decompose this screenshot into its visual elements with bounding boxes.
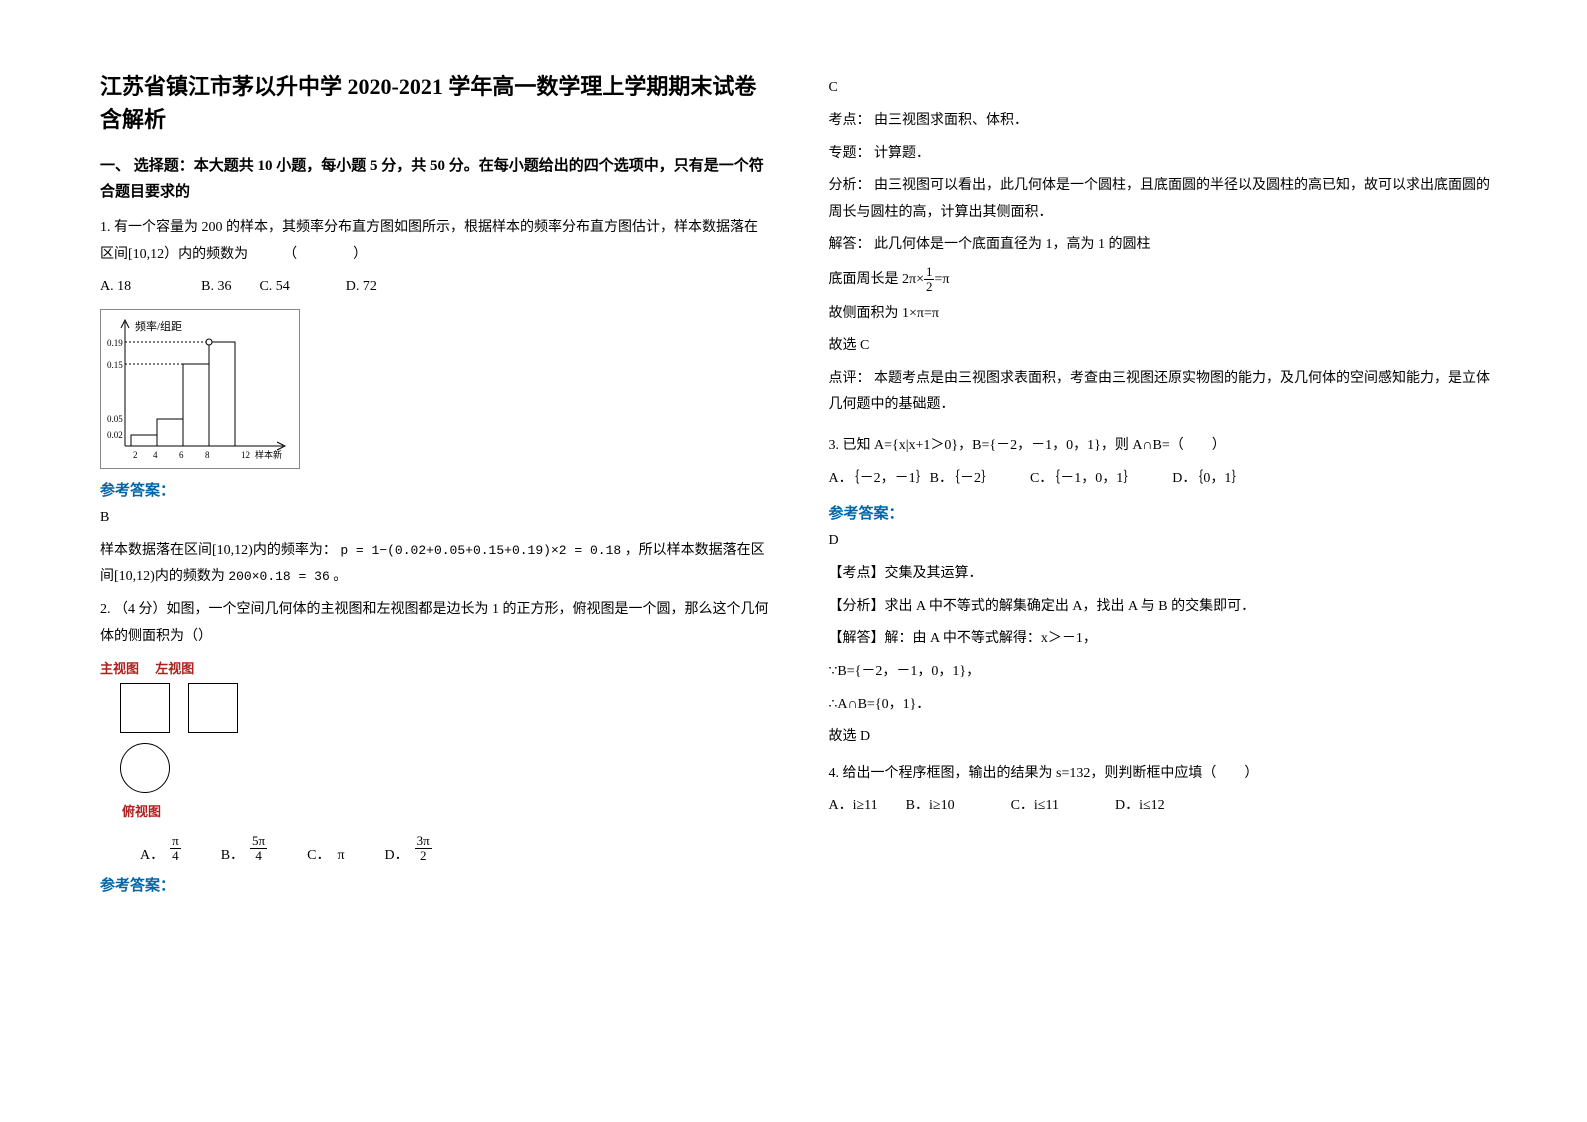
zhuanti-line: 专题： 计算题． [829, 141, 1498, 168]
q2-opt-d: D．3π2 [385, 834, 432, 864]
q3-kaodian: 【考点】交集及其运算． [829, 561, 1498, 588]
svg-text:0.15: 0.15 [107, 360, 123, 370]
q1-text: 1. 有一个容量为 200 的样本，其频率分布直方图如图所示，根据样本的频率分布… [100, 215, 769, 268]
svg-text:2: 2 [133, 450, 138, 460]
jieda-line1: 解答： 此几何体是一个底面直径为 1，高为 1 的圆柱 [829, 232, 1498, 259]
q2-answer: C [829, 80, 1498, 96]
fenxi-label: 分析： [829, 178, 871, 193]
jieda-line2: 底面周长是 2π×12=π [829, 265, 1498, 295]
section-1-heading: 一、 选择题：本大题共 10 小题，每小题 5 分，共 50 分。在每小题给出的… [100, 154, 769, 205]
histogram-svg: 频率/组距 0.19 0.15 0.05 0.0 [107, 316, 293, 466]
q2-answer-label: 参考答案： [100, 874, 769, 895]
q1-explain-math2: 200×0.18 = 36 [228, 569, 329, 584]
q4-text: 4. 给出一个程序框图，输出的结果为 s=132，则判断框中应填（ ） [829, 761, 1498, 788]
zhuanti-label: 专题： [829, 146, 871, 161]
jieda-line3: 故侧面积为 1×π=π [829, 301, 1498, 328]
kaodian-text: 由三视图求面积、体积． [874, 113, 1028, 128]
kaodian-line: 考点： 由三视图求面积、体积． [829, 108, 1498, 135]
kaodian-label: 考点： [829, 113, 871, 128]
dianping-line: 点评： 本题考点是由三视图求表面积，考查由三视图还原实物图的能力，及几何体的空间… [829, 366, 1498, 419]
main-view-square [120, 683, 170, 733]
q4-options: A．i≥11 B．i≥10 C．i≤11 D．i≤12 [829, 793, 1498, 820]
svg-text:频率/组距: 频率/组距 [135, 319, 182, 333]
fenxi-line: 分析： 由三视图可以看出，此几何体是一个圆柱，且底面圆的半径以及圆柱的高已知，故… [829, 173, 1498, 226]
svg-text:6: 6 [179, 450, 184, 460]
q1-options: A. 18 B. 36 C. 54 D. 72 [100, 274, 769, 301]
q2-opt-a: A．π4 [140, 834, 181, 864]
q2-text: 2. （4 分）如图，一个空间几何体的主视图和左视图都是边长为 1 的正方形，俯… [100, 597, 769, 650]
q1-answer-label: 参考答案： [100, 479, 769, 500]
top-view-circle [120, 743, 170, 793]
svg-text:0.02: 0.02 [107, 430, 123, 440]
left-view-square [188, 683, 238, 733]
q3-jieda2: ∵B={－2，－1，0，1}， [829, 659, 1498, 686]
left-view-label: 左视图 [155, 661, 194, 676]
page-root: 江苏省镇江市茅以升中学 2020-2021 学年高一数学理上学期期末试卷含解析 … [0, 0, 1587, 945]
jieda-line4: 故选 C [829, 333, 1498, 360]
view-labels-row: 主视图 左视图 [100, 658, 769, 677]
q3-answer: D [829, 533, 1498, 549]
q3-text: 3. 已知 A={x|x+1＞0}，B={－2，－1，0，1}，则 A∩B=（ … [829, 433, 1498, 460]
top-view-label: 俯视图 [122, 801, 769, 820]
q3-answer-label: 参考答案： [829, 502, 1498, 523]
jieda-label: 解答： [829, 237, 871, 252]
q3-jieda4: 故选 D [829, 724, 1498, 751]
q2-opt-b: B．5π4 [221, 834, 267, 864]
dianping-text: 本题考点是由三视图求表面积，考查由三视图还原实物图的能力，及几何体的空间感知能力… [829, 371, 1491, 413]
svg-text:0.05: 0.05 [107, 414, 123, 424]
svg-text:4: 4 [153, 450, 158, 460]
q1-answer: B [100, 510, 769, 526]
jieda-text1: 此几何体是一个底面直径为 1，高为 1 的圆柱 [874, 237, 1151, 252]
right-column: C 考点： 由三视图求面积、体积． 专题： 计算题． 分析： 由三视图可以看出，… [829, 70, 1498, 905]
main-view-label: 主视图 [100, 661, 139, 676]
q3-jieda3: ∴A∩B={0，1}． [829, 692, 1498, 719]
fenxi-text: 由三视图可以看出，此几何体是一个圆柱，且底面圆的半径以及圆柱的高已知，故可以求出… [829, 178, 1491, 220]
svg-text:8: 8 [205, 450, 210, 460]
q1-histogram: 频率/组距 0.19 0.15 0.05 0.0 [100, 309, 300, 469]
q1-explain-1: 样本数据落在区间[10,12)内的频率为： [100, 543, 337, 558]
jieda2-pre: 底面周长是 [829, 272, 899, 287]
svg-text:0.19: 0.19 [107, 338, 123, 348]
q2-options: A．π4 B．5π4 C． π D．3π2 [140, 834, 769, 864]
q1-explain-math1: p = 1−(0.02+0.05+0.15+0.19)×2 = 0.18 [340, 543, 621, 558]
q3-jieda1: 【解答】解：由 A 中不等式解得：x＞－1， [829, 626, 1498, 653]
q1-explain-3: 。 [333, 569, 347, 584]
exam-title: 江苏省镇江市茅以升中学 2020-2021 学年高一数学理上学期期末试卷含解析 [100, 70, 769, 136]
zhuanti-text: 计算题． [874, 146, 930, 161]
dianping-label: 点评： [829, 371, 871, 386]
q2-opt-c: C． π [307, 844, 344, 864]
q3-options: A．｛－2，－1｝B．｛－2｝ C．｛－1，0，1｝ D．｛0，1｝ [829, 466, 1498, 493]
q3-fenxi: 【分析】求出 A 中不等式的解集确定出 A，找出 A 与 B 的交集即可． [829, 594, 1498, 621]
svg-text:12: 12 [241, 450, 250, 460]
square-views [120, 683, 769, 733]
svg-text:样本新: 样本新 [255, 449, 282, 460]
q1-explain: 样本数据落在区间[10,12)内的频率为： p = 1−(0.02+0.05+0… [100, 538, 769, 591]
left-column: 江苏省镇江市茅以升中学 2020-2021 学年高一数学理上学期期末试卷含解析 … [100, 70, 769, 905]
